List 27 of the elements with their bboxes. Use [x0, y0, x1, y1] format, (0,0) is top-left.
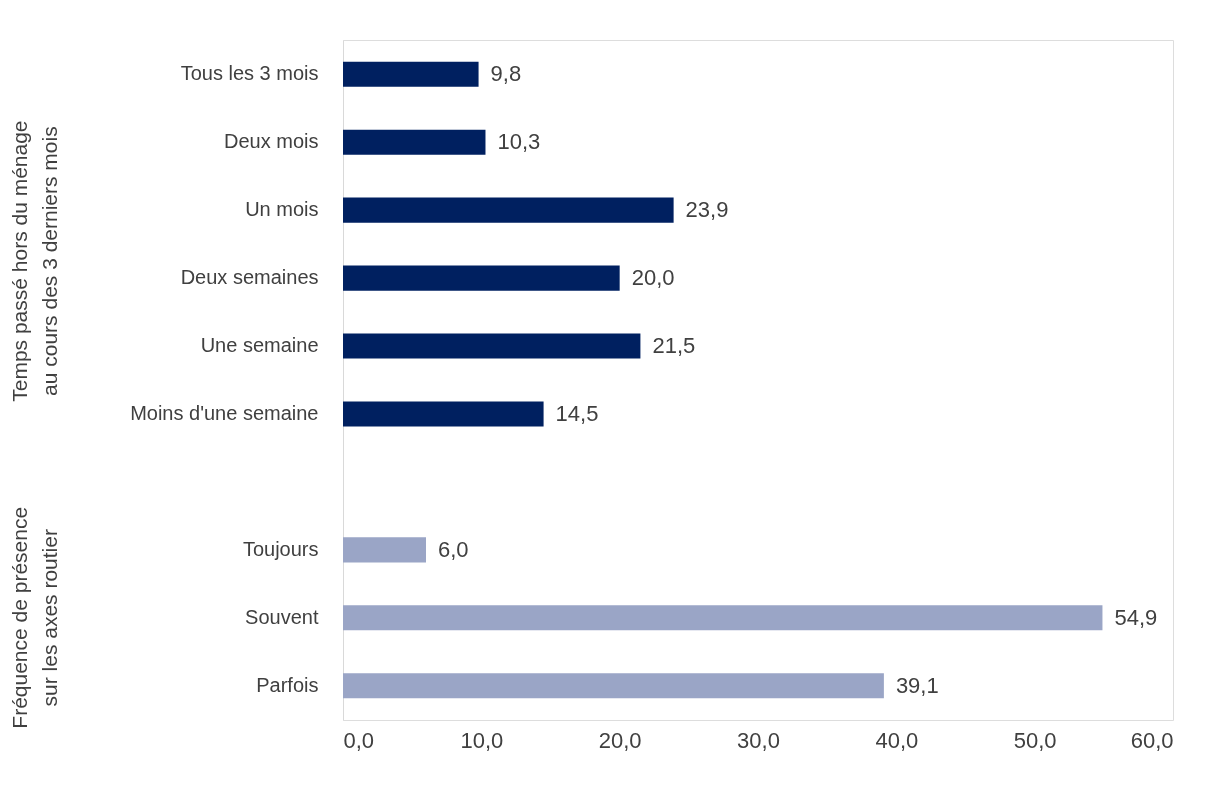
x-tick-label: 0,0 [343, 727, 375, 753]
data-label: 9,8 [490, 61, 522, 87]
y-tick-label: Un mois [245, 198, 319, 221]
data-label: 14,5 [555, 400, 599, 426]
y-tick-label: Tous les 3 mois [180, 62, 319, 85]
x-tick-label: 40,0 [875, 727, 919, 753]
x-tick-label: 10,0 [460, 727, 504, 753]
text: Temps passé hors du ménage au cours des 3 derniers mois [8, 120, 61, 402]
data-label: 20,0 [631, 265, 675, 291]
y-tick-label: Parfois [256, 673, 319, 696]
y-tick-label: Moins d'une semaine [130, 401, 319, 424]
data-label: 54,9 [1114, 604, 1158, 630]
x-tick-label: 20,0 [598, 727, 642, 753]
y-tick-label: Une semaine [200, 334, 319, 357]
x-tick-label: 60,0 [1130, 727, 1174, 753]
data-label: 10,3 [497, 129, 541, 155]
data-label: 39,1 [895, 672, 939, 698]
x-tick-label: 30,0 [737, 727, 780, 753]
y-tick-label: Deux mois [224, 130, 319, 153]
x-tick-label: 50,0 [1013, 727, 1057, 753]
data-label: 23,9 [685, 197, 729, 223]
y-tick-label: Deux semaines [180, 266, 319, 289]
text: Fréquence de présence sur les axes routier [8, 506, 61, 729]
y-tick-label: Souvent [245, 605, 319, 628]
y-tick-label: Toujours [242, 537, 319, 560]
data-label: 6,0 [438, 536, 469, 562]
data-label: 21,5 [652, 333, 696, 359]
